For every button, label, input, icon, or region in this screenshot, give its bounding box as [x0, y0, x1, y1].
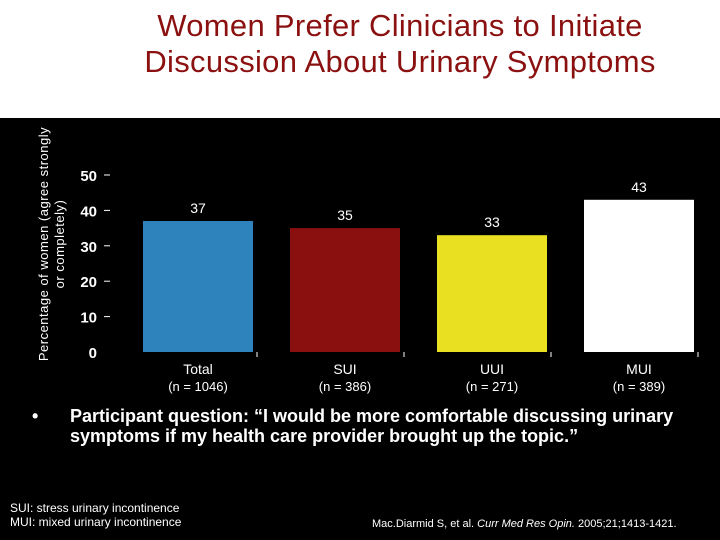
bar-sui	[290, 228, 400, 352]
data-label: 43	[631, 179, 647, 195]
category-label: Total	[183, 361, 213, 377]
citation-details: 2005;21;1413-1421.	[578, 518, 677, 530]
citation-journal: Curr Med Res Opin.	[477, 518, 575, 530]
category-label: UUI	[480, 361, 504, 377]
data-label: 37	[190, 200, 206, 216]
title-area: Women Prefer Clinicians to Initiate Disc…	[0, 0, 720, 118]
y-tick-label: 50	[80, 168, 97, 185]
bullet-symbol: •	[32, 406, 39, 426]
bar-chart: 0 10 20 30 40 50 37 Total (n = 1046) 35 SUI (n = 38…	[80, 168, 699, 394]
footnote-sui: SUI: stress urinary incontinence	[10, 501, 180, 515]
data-label: 35	[337, 207, 353, 223]
citation-authors: Mac.Diarmid S, et al.	[372, 518, 475, 530]
y-tick-label: 40	[80, 203, 97, 220]
y-tick-label: 10	[80, 310, 97, 327]
category-n-label: (n = 389)	[613, 379, 665, 394]
y-tick-label: 20	[80, 274, 97, 291]
category-label: SUI	[333, 361, 356, 377]
citation: Mac.Diarmid S, et al. Curr Med Res Opin.…	[372, 517, 677, 531]
participant-question-text: Participant question: “I would be more c…	[70, 406, 674, 446]
category-n-label: (n = 271)	[466, 379, 518, 394]
footnote-mui: MUI: mixed urinary incontinence	[10, 515, 182, 529]
participant-question: • Participant question: “I would be more…	[32, 406, 682, 446]
bar-uui	[437, 235, 547, 352]
category-label: MUI	[626, 361, 652, 377]
chart-title: Women Prefer Clinicians to Initiate Disc…	[144, 8, 656, 79]
bar-mui	[584, 199, 694, 352]
y-tick-label: 30	[80, 239, 97, 256]
y-tick-label: 0	[89, 345, 97, 362]
category-n-label: (n = 1046)	[168, 379, 228, 394]
data-label: 33	[484, 214, 500, 230]
category-n-label: (n = 386)	[319, 379, 371, 394]
bar-total	[143, 221, 253, 352]
abbreviation-footnotes: SUI: stress urinary incontinence MUI: mi…	[10, 501, 181, 529]
